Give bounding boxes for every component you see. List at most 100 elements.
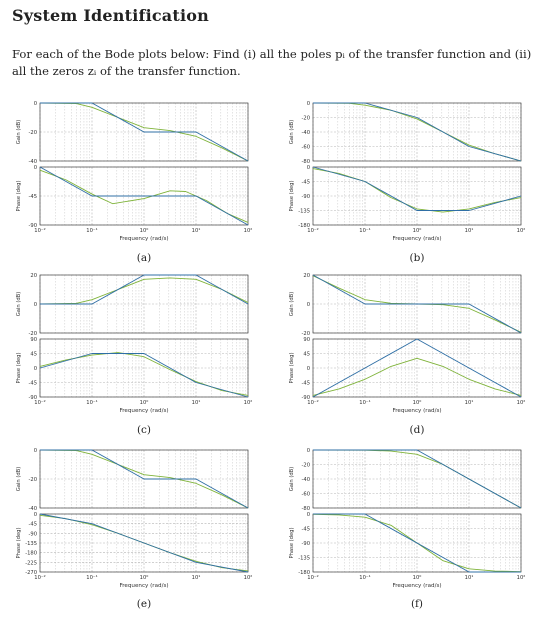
y-tick-label: -45 xyxy=(302,180,310,186)
y-tick-label: -135 xyxy=(298,209,310,215)
y-tick-label: -180 xyxy=(298,223,310,229)
y-tick-label: 0 xyxy=(34,302,37,308)
x-axis-label: Frequency (rad/s) xyxy=(392,236,441,242)
figure-caption: (b) xyxy=(410,252,425,264)
y-tick-label: -90 xyxy=(29,531,37,537)
y-tick-label: -90 xyxy=(29,395,37,401)
y-tick-label: -60 xyxy=(302,145,310,151)
x-tick-label: 10⁻¹ xyxy=(86,228,97,234)
gain-exact-curve xyxy=(39,277,249,305)
gain-axis-label: Gain (dB) xyxy=(16,467,22,491)
y-tick-label: -20 xyxy=(29,477,37,483)
gain-panel-frame xyxy=(312,102,522,162)
x-tick-label: 10⁰ xyxy=(413,575,422,581)
x-axis-label: Frequency (rad/s) xyxy=(119,408,168,414)
y-tick-label: -40 xyxy=(302,130,310,136)
x-tick-label: 10² xyxy=(517,400,526,406)
x-tick-label: 10⁰ xyxy=(413,400,422,406)
y-tick-label: -180 xyxy=(25,551,37,557)
phase-asymptote-line xyxy=(312,338,522,398)
gain-axis-label: Gain (dB) xyxy=(289,292,295,316)
x-tick-label: 10⁻¹ xyxy=(359,575,370,581)
y-tick-label: -20 xyxy=(29,130,37,136)
y-tick-label: -90 xyxy=(29,223,37,229)
x-tick-label: 10⁻¹ xyxy=(86,575,97,581)
gain-axis-label: Gain (dB) xyxy=(16,292,22,316)
x-tick-label: 10⁻² xyxy=(307,228,318,234)
x-axis-label: Frequency (rad/s) xyxy=(392,408,441,414)
x-tick-label: 10⁻² xyxy=(34,228,45,234)
x-tick-label: 10⁻² xyxy=(34,400,45,406)
x-tick-label: 10⁰ xyxy=(140,575,149,581)
x-axis-label: Frequency (rad/s) xyxy=(392,583,441,589)
x-tick-label: 10⁻¹ xyxy=(359,228,370,234)
figure-caption: (e) xyxy=(137,598,151,610)
x-axis-label: Frequency (rad/s) xyxy=(119,583,168,589)
phase-asymptote-line xyxy=(39,353,249,398)
y-tick-label: 0 xyxy=(307,448,310,454)
phase-exact-curve xyxy=(312,168,522,213)
figure-caption: (d) xyxy=(410,424,425,436)
y-tick-label: 90 xyxy=(30,337,37,343)
gain-asymptote-line xyxy=(313,102,522,162)
x-tick-label: 10⁻² xyxy=(307,400,318,406)
gain-axis-label: Gain (dB) xyxy=(16,120,22,144)
gain-asymptote-line xyxy=(40,274,249,305)
y-tick-label: -20 xyxy=(29,331,37,337)
x-axis-label: Frequency (rad/s) xyxy=(119,236,168,242)
y-tick-label: 0 xyxy=(307,165,310,171)
x-tick-label: 10⁰ xyxy=(413,228,422,234)
y-tick-label: -80 xyxy=(302,506,310,512)
y-tick-label: -45 xyxy=(302,527,310,533)
phase-axis-label: Phase (deg) xyxy=(16,528,22,559)
y-tick-label: -90 xyxy=(302,194,310,200)
y-tick-label: -45 xyxy=(29,522,37,528)
x-tick-label: 10¹ xyxy=(192,575,201,581)
phase-asymptote-line xyxy=(39,513,249,573)
y-tick-label: 0 xyxy=(34,448,37,454)
figure-caption: (c) xyxy=(137,424,151,436)
gain-exact-curve xyxy=(312,102,522,162)
x-tick-label: 10¹ xyxy=(192,400,201,406)
phase-asymptote-line xyxy=(313,513,521,573)
y-tick-label: 90 xyxy=(303,337,310,343)
x-tick-label: 10⁻² xyxy=(307,575,318,581)
gain-panel-frame xyxy=(39,102,249,162)
y-tick-label: 0 xyxy=(34,512,37,518)
phase-axis-label: Phase (deg) xyxy=(16,181,22,212)
x-tick-label: 10¹ xyxy=(465,228,474,234)
y-tick-label: -80 xyxy=(302,159,310,165)
x-tick-label: 10⁻² xyxy=(34,575,45,581)
y-tick-label: -225 xyxy=(25,560,37,566)
y-tick-label: -45 xyxy=(29,381,37,387)
phase-axis-label: Phase (deg) xyxy=(289,353,295,384)
phase-asymptote-line xyxy=(39,166,249,226)
y-tick-label: 20 xyxy=(303,273,310,279)
x-tick-label: 10⁰ xyxy=(140,228,149,234)
x-tick-label: 10⁻¹ xyxy=(359,400,370,406)
figure-caption: (f) xyxy=(411,598,423,610)
x-tick-label: 10² xyxy=(517,575,526,581)
gain-axis-label: Gain (dB) xyxy=(289,467,295,491)
y-tick-label: -135 xyxy=(298,556,310,562)
gain-asymptote-line xyxy=(40,102,249,162)
page-title: System Identification xyxy=(12,6,209,25)
gain-asymptote-line xyxy=(40,449,249,509)
y-tick-label: 0 xyxy=(307,302,310,308)
gain-exact-curve xyxy=(39,102,249,162)
y-tick-label: -90 xyxy=(302,541,310,547)
x-tick-label: 10¹ xyxy=(465,575,474,581)
phase-panel-frame xyxy=(39,513,249,573)
y-tick-label: -20 xyxy=(302,116,310,122)
instructions-text: For each of the Bode plots below: Find (… xyxy=(12,47,532,78)
x-tick-label: 10² xyxy=(244,575,253,581)
x-tick-label: 10² xyxy=(244,400,253,406)
x-tick-label: 10¹ xyxy=(192,228,201,234)
phase-exact-curve xyxy=(312,357,522,396)
y-tick-label: 45 xyxy=(30,352,37,358)
gain-asymptote-line xyxy=(312,274,522,334)
